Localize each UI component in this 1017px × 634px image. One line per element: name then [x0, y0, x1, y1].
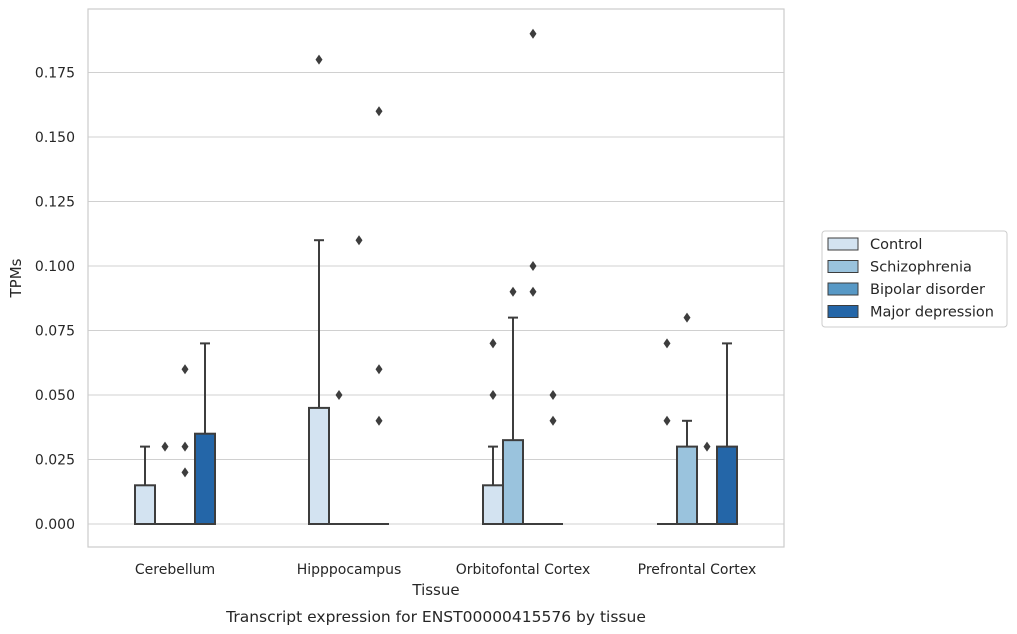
legend-swatch — [827, 237, 859, 251]
box-control — [134, 445, 156, 525]
outlier-point — [489, 338, 497, 349]
box-schizophrenia — [676, 312, 698, 526]
outlier-point — [663, 415, 671, 426]
outlier-point — [375, 106, 383, 117]
y-tick-label: 0.175 — [35, 66, 75, 82]
box — [308, 406, 330, 525]
y-tick-label: 0.000 — [35, 517, 75, 533]
outlier-point — [509, 286, 517, 297]
outlier-point — [663, 338, 671, 349]
legend-label: Control — [870, 237, 922, 253]
box — [502, 439, 524, 525]
outlier-point — [161, 441, 169, 452]
y-tick-labels: 0.000 0.025 0.050 0.075 0.100 0.125 0.150 0.175 — [35, 66, 75, 534]
box-control — [657, 338, 677, 525]
box-schizophrenia — [329, 390, 349, 525]
x-tick-label: Hipppocampus — [297, 562, 402, 578]
outlier-point — [181, 467, 189, 478]
chart-caption: Transcript expression for ENST0000041557… — [225, 608, 646, 626]
y-tick-label: 0.125 — [35, 195, 75, 211]
outlier-point — [529, 286, 537, 297]
outlier-point — [529, 261, 537, 271]
legend-frame — [821, 230, 1008, 328]
y-tick-label: 0.025 — [35, 453, 75, 469]
y-tick-label: 0.050 — [35, 388, 75, 404]
outlier-point — [529, 28, 537, 39]
box-major-depression — [369, 106, 389, 525]
box — [716, 445, 738, 526]
outlier-point — [703, 441, 711, 452]
legend-swatch — [827, 305, 859, 318]
boxes-layer — [134, 28, 738, 526]
legend-swatch — [827, 260, 859, 273]
x-axis-label: Tissue — [411, 581, 459, 599]
outlier-point — [181, 441, 189, 452]
box-control — [308, 54, 330, 525]
box — [482, 484, 504, 525]
x-tick-labels: Cerebellum Hipppocampus Orbitofontal Corte… — [135, 562, 756, 578]
legend-label: Schizophrenia — [870, 260, 972, 276]
outlier-point — [335, 390, 343, 400]
box — [194, 432, 216, 526]
box-bipolar-disorder — [349, 235, 369, 525]
box — [134, 484, 156, 525]
outlier-point — [315, 54, 323, 65]
box-major-depression — [716, 342, 738, 526]
y-tick-label: 0.100 — [35, 259, 75, 275]
box-major-depression — [194, 342, 216, 526]
outlier-point — [375, 415, 383, 426]
box-schizophrenia — [502, 286, 524, 525]
box-bipolar-disorder — [175, 364, 195, 525]
legend: Control Schizophrenia Bipolar disorder Majo… — [821, 230, 1008, 328]
box-bipolar-disorder — [697, 441, 717, 525]
outlier-point — [489, 390, 497, 400]
x-tick-label: Cerebellum — [135, 562, 215, 578]
y-tick-label: 0.075 — [35, 324, 75, 340]
outlier-point — [375, 364, 383, 375]
x-tick-label: Prefrontal Cortex — [638, 562, 757, 578]
outlier-point — [549, 415, 557, 426]
box-control — [482, 338, 504, 525]
outlier-point — [355, 235, 363, 246]
y-tick-label: 0.150 — [35, 130, 75, 146]
box — [676, 445, 698, 526]
legend-label: Bipolar disorder — [870, 282, 985, 298]
box-schizophrenia — [155, 441, 175, 525]
legend-label: Major depression — [870, 305, 994, 321]
outlier-point — [683, 312, 691, 323]
box-bipolar-disorder — [523, 28, 543, 525]
plot-frame — [87, 8, 785, 548]
box-major-depression — [543, 390, 563, 525]
y-axis-label: TPMs — [7, 258, 25, 298]
x-tick-label: Orbitofontal Cortex — [456, 562, 591, 578]
outlier-point — [549, 390, 557, 400]
outlier-point — [181, 364, 189, 375]
legend-swatch — [827, 282, 859, 296]
